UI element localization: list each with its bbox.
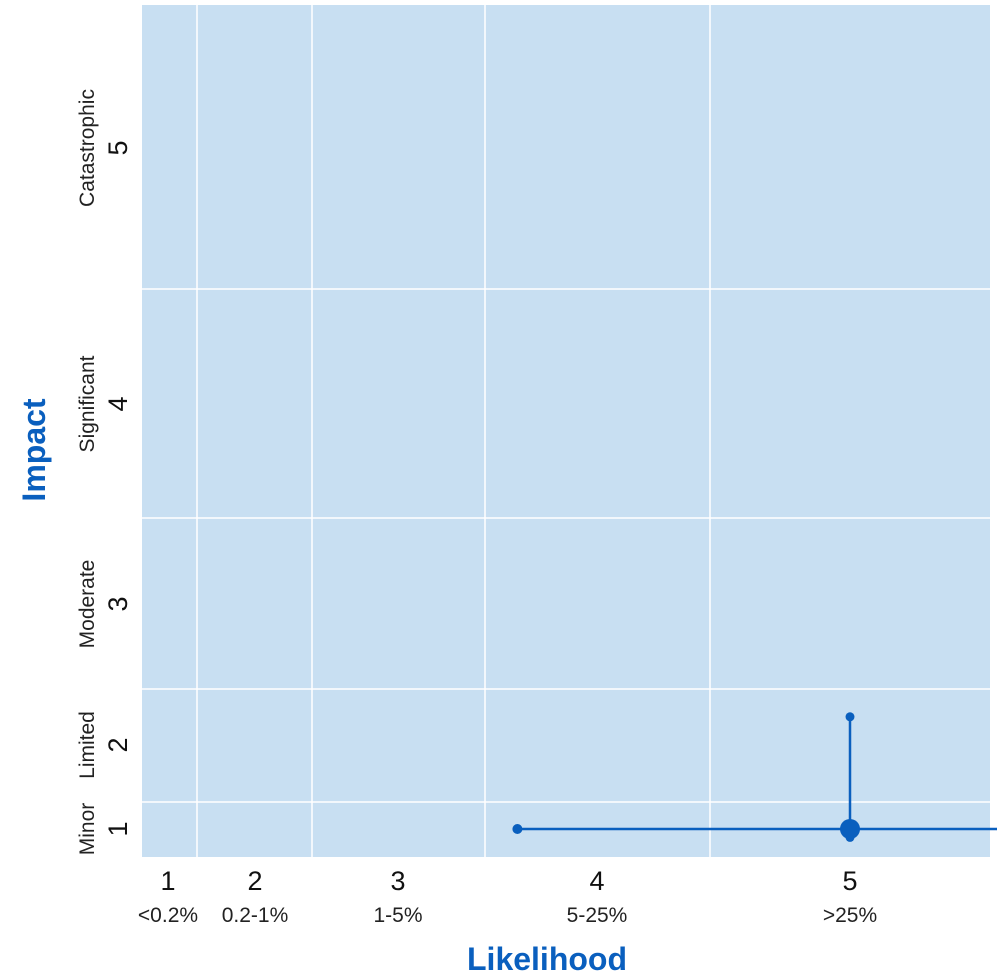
- x-tick-number: 2: [247, 866, 262, 896]
- x-axis-title: Likelihood: [467, 941, 627, 975]
- y-tick-number: 3: [103, 596, 133, 611]
- y-tick-description: Catastrophic: [76, 89, 99, 207]
- x-axis-ticks: 1 <0.2% 2 0.2-1% 3 1-5% 4 5-25% 5 >25%: [138, 866, 877, 927]
- data-marks: [512, 712, 997, 842]
- x-tick-description: >25%: [823, 904, 877, 927]
- x-tick-number: 5: [842, 866, 857, 896]
- plot-background: [142, 5, 990, 857]
- y-axis-ticks: 1 Minor 2 Limited 3 Moderate 4 Significant 5 Cata…: [76, 89, 133, 855]
- x-tick-number: 1: [160, 866, 175, 896]
- x-tick-description: 5-25%: [567, 904, 628, 927]
- y-tick-number: 1: [103, 821, 133, 836]
- x-tick-description: 1-5%: [373, 904, 422, 927]
- y-tick-description: Limited: [76, 711, 99, 779]
- central-estimate-point: [840, 819, 860, 839]
- x-tick-description: <0.2%: [138, 904, 198, 927]
- y-tick-number: 5: [103, 140, 133, 155]
- y-range-max-point: [845, 712, 855, 722]
- y-tick-description: Minor: [76, 803, 99, 856]
- x-range-min-point: [512, 824, 523, 834]
- x-tick-number: 3: [390, 866, 405, 896]
- x-tick-number: 4: [589, 866, 604, 896]
- y-tick-number: 4: [103, 396, 133, 411]
- x-tick-description: 0.2-1%: [222, 904, 289, 927]
- y-tick-description: Significant: [76, 355, 99, 452]
- y-tick-number: 2: [103, 737, 133, 752]
- y-axis-title: Impact: [16, 398, 52, 501]
- y-tick-description: Moderate: [76, 560, 99, 649]
- grid-lines: [142, 5, 990, 857]
